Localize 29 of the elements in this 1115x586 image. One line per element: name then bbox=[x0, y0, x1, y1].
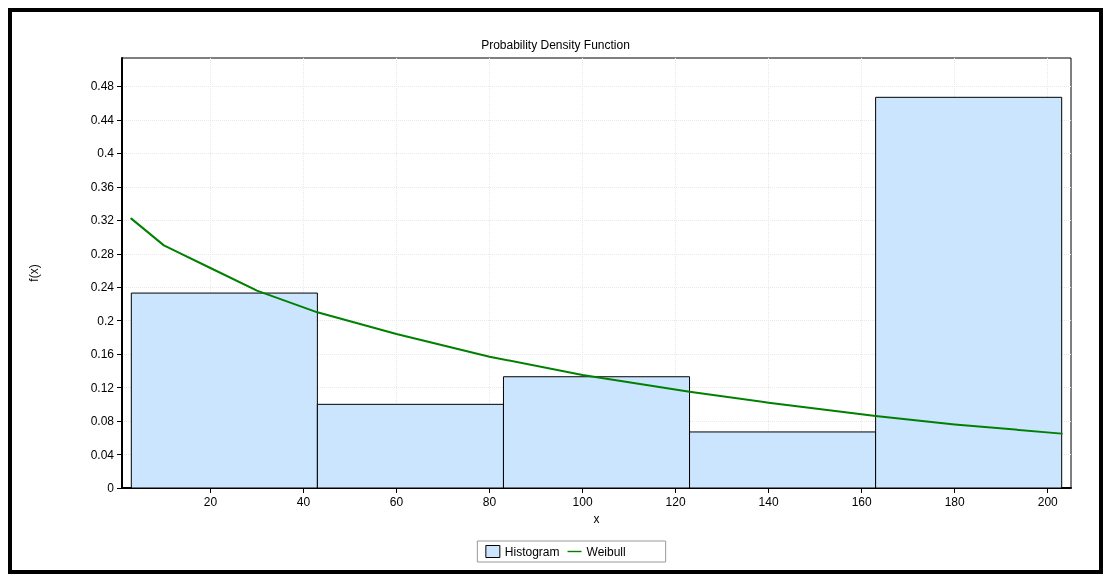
chart-title: Probability Density Function bbox=[481, 38, 630, 52]
y-tick-label: 0.16 bbox=[90, 347, 115, 362]
x-tick-label: 140 bbox=[758, 495, 779, 509]
y-tick-label: 0.48 bbox=[90, 79, 115, 94]
line-series bbox=[130, 217, 1063, 435]
y-tick-label: 0.04 bbox=[90, 447, 115, 462]
x-tick-label: 180 bbox=[944, 495, 966, 509]
y-tick-label: 0.44 bbox=[90, 112, 115, 127]
x-axis-title: x bbox=[593, 511, 600, 526]
legend-label: Weibull bbox=[586, 544, 626, 559]
x-tick-label: 20 bbox=[203, 495, 218, 509]
x-tick-label: 160 bbox=[851, 495, 872, 509]
x-tick-label: 120 bbox=[665, 495, 686, 509]
legend-label: Histogram bbox=[504, 544, 560, 559]
y-tick-label: 0.4 bbox=[97, 146, 115, 161]
x-tick-label: 200 bbox=[1037, 495, 1059, 509]
x-tick-label: 40 bbox=[296, 495, 311, 509]
y-tick-label: 0 bbox=[107, 481, 115, 495]
y-axis-title: f(x) bbox=[27, 264, 41, 282]
y-tick-label: 0.24 bbox=[90, 280, 115, 295]
y-tick-label: 0.36 bbox=[90, 179, 115, 194]
x-tick-label: 80 bbox=[482, 495, 497, 509]
y-tick-label: 0.08 bbox=[90, 414, 115, 429]
x-tick-label: 60 bbox=[389, 495, 404, 509]
x-tick-label: 100 bbox=[572, 495, 593, 509]
y-tick-label: 0.28 bbox=[90, 246, 115, 261]
y-tick-label: 0.12 bbox=[90, 380, 115, 395]
y-tick-label: 0.32 bbox=[90, 213, 115, 228]
y-tick-label: 0.2 bbox=[97, 313, 115, 328]
